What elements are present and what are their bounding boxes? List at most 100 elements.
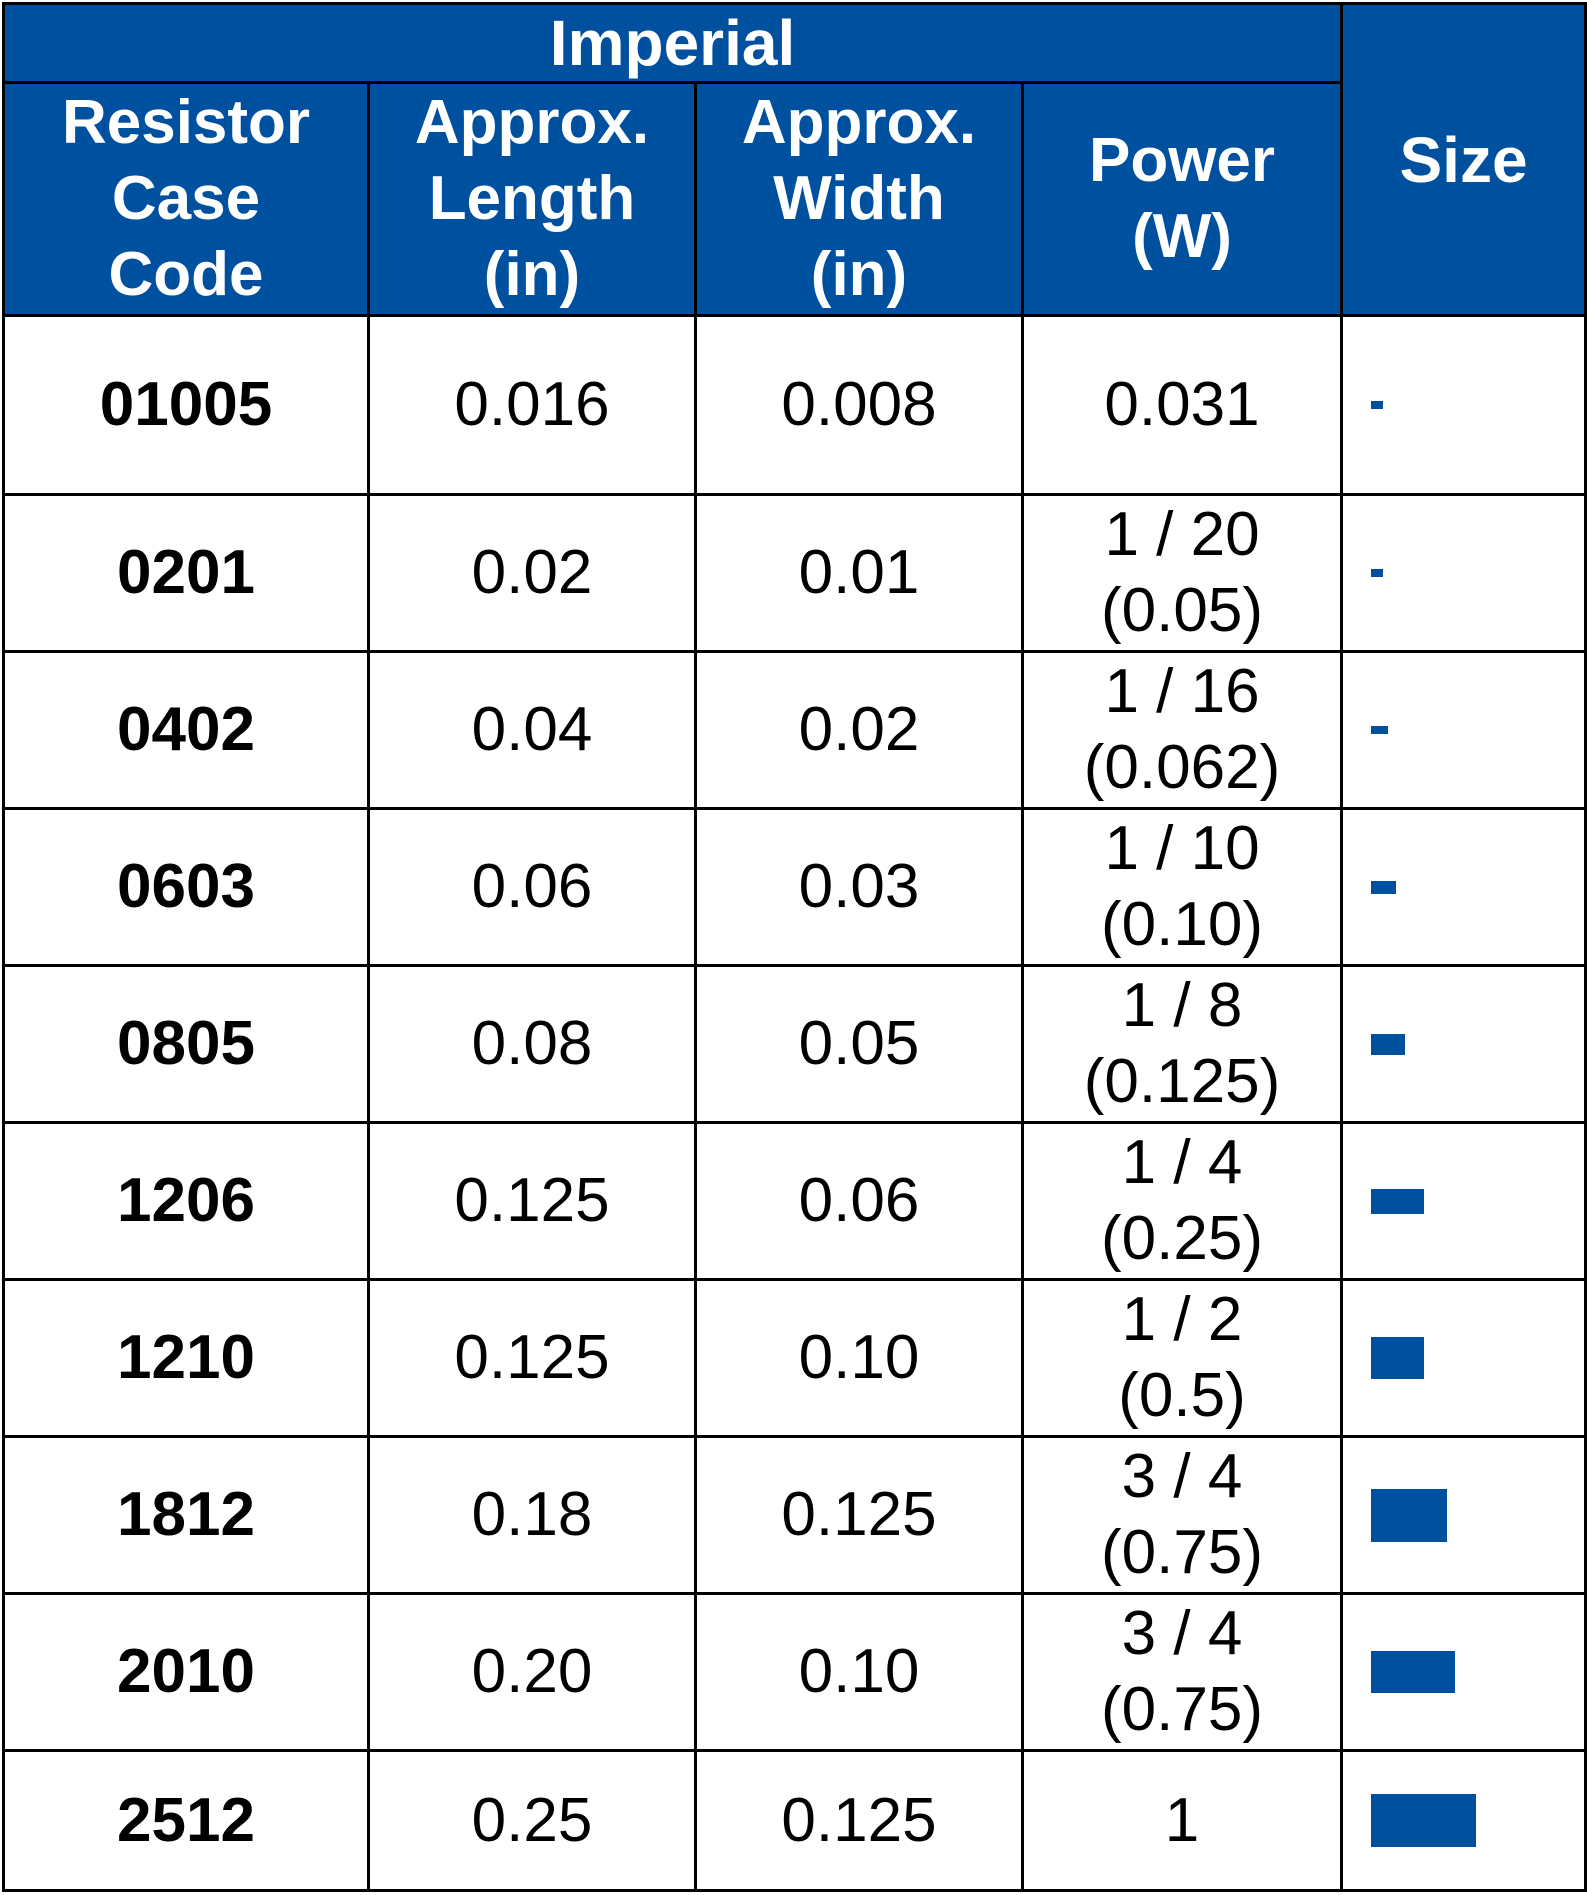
size-mark — [1371, 1651, 1455, 1693]
power-line: 3 / 4 — [1121, 1599, 1243, 1668]
cell-width: 0.10 — [694, 1278, 1024, 1438]
cell-power: 1 / 4 (0.25) — [1021, 1121, 1343, 1281]
power-line: 1 — [1164, 1785, 1200, 1855]
cell-length: 0.20 — [367, 1592, 697, 1752]
column-header-power: Power (W) — [1021, 81, 1343, 317]
power-line: 0.031 — [1104, 370, 1260, 439]
table-row: 2512 0.25 0.125 1 — [2, 1749, 1587, 1892]
cell-power: 0.031 — [1021, 314, 1343, 496]
power-line: (0.05) — [1101, 576, 1263, 645]
cell-power: 1 / 10 (0.10) — [1021, 807, 1343, 967]
size-mark — [1371, 1337, 1424, 1379]
cell-size — [1340, 1592, 1587, 1752]
size-mark — [1371, 1488, 1447, 1542]
power-line: 1 / 4 — [1121, 1128, 1243, 1197]
header-line: Code — [108, 240, 264, 309]
header-line: Width — [773, 164, 945, 233]
table-row: 0402 0.04 0.02 1 / 16 (0.062) — [2, 650, 1587, 810]
cell-size — [1340, 650, 1587, 810]
table-row: 2010 0.20 0.10 3 / 4 (0.75) — [2, 1592, 1587, 1752]
table-row: 0201 0.02 0.01 1 / 20 (0.05) — [2, 493, 1587, 653]
cell-case-code: 2512 — [2, 1749, 370, 1892]
table-row: 0603 0.06 0.03 1 / 10 (0.10) — [2, 807, 1587, 967]
imperial-group-header: Imperial — [2, 2, 1343, 84]
cell-length: 0.06 — [367, 807, 697, 967]
cell-size — [1340, 1121, 1587, 1281]
cell-power: 3 / 4 (0.75) — [1021, 1435, 1343, 1595]
power-line: (0.75) — [1101, 1675, 1263, 1744]
table-row: 0805 0.08 0.05 1 / 8 (0.125) — [2, 964, 1587, 1124]
power-line: (0.125) — [1083, 1047, 1281, 1116]
header-line: Case — [111, 164, 261, 233]
table-body: 01005 0.016 0.008 0.031 0201 0.02 0.01 1 / 20 (0… — [2, 314, 1587, 1892]
cell-width: 0.02 — [694, 650, 1024, 810]
table-row: 01005 0.016 0.008 0.031 — [2, 314, 1587, 496]
power-line: (0.10) — [1101, 890, 1263, 959]
power-line: 1 / 10 — [1104, 814, 1260, 883]
cell-case-code: 01005 — [2, 314, 370, 496]
cell-size — [1340, 314, 1587, 496]
column-header-case-code: Resistor Case Code — [2, 81, 370, 317]
size-mark — [1371, 1794, 1476, 1847]
column-header-width: Approx. Width (in) — [694, 81, 1024, 317]
header-line: (in) — [483, 240, 581, 309]
cell-case-code: 0603 — [2, 807, 370, 967]
power-line: 1 / 2 — [1121, 1285, 1243, 1354]
header-line: Power — [1088, 126, 1276, 195]
cell-size — [1340, 1435, 1587, 1595]
header-line: Approx. — [414, 88, 650, 157]
cell-power: 1 / 8 (0.125) — [1021, 964, 1343, 1124]
cell-width: 0.06 — [694, 1121, 1024, 1281]
cell-size — [1340, 493, 1587, 653]
cell-width: 0.125 — [694, 1435, 1024, 1595]
cell-width: 0.03 — [694, 807, 1024, 967]
cell-case-code: 1206 — [2, 1121, 370, 1281]
cell-width: 0.008 — [694, 314, 1024, 496]
cell-case-code: 2010 — [2, 1592, 370, 1752]
cell-size — [1340, 1278, 1587, 1438]
cell-power: 1 — [1021, 1749, 1343, 1892]
size-mark — [1371, 880, 1396, 894]
cell-length: 0.25 — [367, 1749, 697, 1892]
cell-width: 0.01 — [694, 493, 1024, 653]
header-line: Approx. — [741, 88, 977, 157]
cell-length: 0.04 — [367, 650, 697, 810]
cell-length: 0.18 — [367, 1435, 697, 1595]
power-line: 3 / 4 — [1121, 1442, 1243, 1511]
column-header-length: Approx. Length (in) — [367, 81, 697, 317]
power-line: 1 / 20 — [1104, 500, 1260, 569]
power-line: (0.062) — [1083, 733, 1281, 802]
header-line: (in) — [810, 240, 908, 309]
power-line: (0.5) — [1118, 1361, 1246, 1430]
cell-case-code: 0805 — [2, 964, 370, 1124]
column-header-size-label: Size — [1399, 123, 1528, 196]
power-line: 1 / 16 — [1104, 657, 1260, 726]
size-mark — [1371, 401, 1383, 409]
cell-length: 0.016 — [367, 314, 697, 496]
size-mark — [1371, 1033, 1405, 1055]
cell-width: 0.125 — [694, 1749, 1024, 1892]
cell-power: 3 / 4 (0.75) — [1021, 1592, 1343, 1752]
table-row: 1812 0.18 0.125 3 / 4 (0.75) — [2, 1435, 1587, 1595]
table-row: 1210 0.125 0.10 1 / 2 (0.5) — [2, 1278, 1587, 1438]
size-mark — [1371, 569, 1383, 577]
cell-length: 0.02 — [367, 493, 697, 653]
header-line: (W) — [1132, 202, 1232, 271]
cell-case-code: 0201 — [2, 493, 370, 653]
header-line: Resistor — [61, 88, 311, 157]
table-header: Imperial Size Resistor Case Code Approx.… — [2, 2, 1587, 317]
cell-power: 1 / 16 (0.062) — [1021, 650, 1343, 810]
header-line: Length — [428, 164, 636, 233]
cell-width: 0.05 — [694, 964, 1024, 1124]
size-mark — [1371, 1188, 1424, 1214]
power-line: 1 / 8 — [1121, 971, 1243, 1040]
cell-size — [1340, 1749, 1587, 1892]
cell-case-code: 1210 — [2, 1278, 370, 1438]
power-line: (0.75) — [1101, 1518, 1263, 1587]
cell-size — [1340, 964, 1587, 1124]
cell-case-code: 0402 — [2, 650, 370, 810]
power-line: (0.25) — [1101, 1204, 1263, 1273]
cell-length: 0.125 — [367, 1278, 697, 1438]
